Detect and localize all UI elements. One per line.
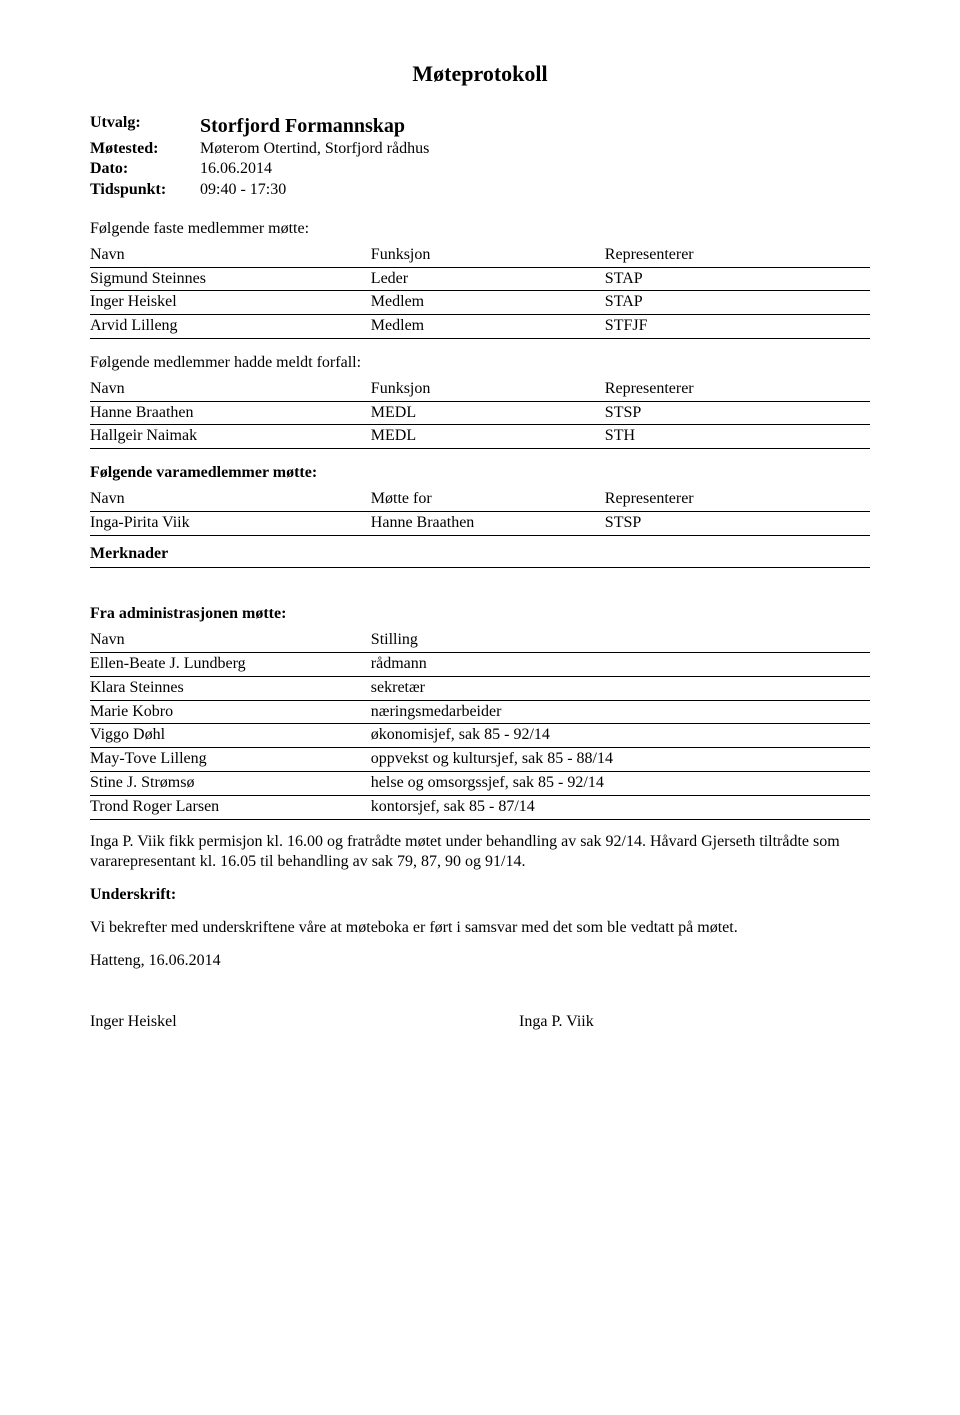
utvalg-value: Storfjord Formannskap (200, 113, 870, 139)
cell: rådmann (371, 652, 870, 676)
cell: STAP (605, 267, 870, 291)
cell: Klara Steinnes (90, 676, 371, 700)
table-row: Marie Kobronæringsmedarbeider (90, 700, 870, 724)
tidspunkt-label: Tidspunkt: (90, 180, 200, 201)
table-row: Arvid Lilleng Medlem STFJF (90, 315, 870, 339)
signature-right: Inga P. Viik (519, 1012, 870, 1033)
section4-col2: Stilling (371, 629, 870, 652)
cell: Trond Roger Larsen (90, 795, 371, 819)
cell: kontorsjef, sak 85 - 87/14 (371, 795, 870, 819)
cell: oppvekst og kultursjef, sak 85 - 88/14 (371, 748, 870, 772)
cell: næringsmedarbeider (371, 700, 870, 724)
table-row: Trond Roger Larsenkontorsjef, sak 85 - 8… (90, 795, 870, 819)
section1-table: Navn Funksjon Representerer Sigmund Stei… (90, 244, 870, 339)
cell: STSP (605, 401, 870, 425)
section1-col2: Funksjon (371, 244, 605, 267)
motested-label: Møtested: (90, 139, 200, 160)
tidspunkt-value: 09:40 - 17:30 (200, 180, 870, 201)
section2-col1: Navn (90, 378, 371, 401)
cell: Ellen-Beate J. Lundberg (90, 652, 371, 676)
cell: helse og omsorgssjef, sak 85 - 92/14 (371, 771, 870, 795)
dato-value: 16.06.2014 (200, 159, 870, 180)
section2-table: Navn Funksjon Representerer Hanne Braath… (90, 378, 870, 449)
table-row: Sigmund Steinnes Leder STAP (90, 267, 870, 291)
cell: Stine J. Strømsø (90, 771, 371, 795)
section3-col2: Møtte for (371, 488, 605, 511)
section4-col1: Navn (90, 629, 371, 652)
signature-row: Inger Heiskel Inga P. Viik (90, 1012, 870, 1033)
cell: Marie Kobro (90, 700, 371, 724)
section4-heading: Fra administrasjonen møtte: (90, 604, 870, 625)
table-row: Viggo Døhløkonomisjef, sak 85 - 92/14 (90, 724, 870, 748)
table-row: Hallgeir Naimak MEDL STH (90, 425, 870, 449)
cell: sekretær (371, 676, 870, 700)
section3-table: Navn Møtte for Representerer Inga-Pirita… (90, 488, 870, 536)
cell: økonomisjef, sak 85 - 92/14 (371, 724, 870, 748)
cell: STSP (605, 511, 870, 535)
signature-left: Inger Heiskel (90, 1012, 441, 1033)
section4-table: Navn Stilling Ellen-Beate J. Lundbergråd… (90, 629, 870, 819)
cell: Medlem (371, 315, 605, 339)
cell: STAP (605, 291, 870, 315)
cell: Leder (371, 267, 605, 291)
confirmation-paragraph: Vi bekrefter med underskriftene våre at … (90, 918, 870, 939)
section2-col2: Funksjon (371, 378, 605, 401)
cell: Viggo Døhl (90, 724, 371, 748)
underskrift-label: Underskrift: (90, 885, 870, 906)
cell: Arvid Lilleng (90, 315, 371, 339)
motested-value: Møterom Otertind, Storfjord rådhus (200, 139, 870, 160)
cell: STFJF (605, 315, 870, 339)
section1-col3: Representerer (605, 244, 870, 267)
section2-heading: Følgende medlemmer hadde meldt forfall: (90, 353, 870, 374)
cell: May-Tove Lilleng (90, 748, 371, 772)
dato-label: Dato: (90, 159, 200, 180)
doc-title: Møteprotokoll (90, 60, 870, 89)
cell: Medlem (371, 291, 605, 315)
table-row: Inger Heiskel Medlem STAP (90, 291, 870, 315)
section1-col1: Navn (90, 244, 371, 267)
section1-heading: Følgende faste medlemmer møtte: (90, 219, 870, 240)
table-row: Inga-Pirita Viik Hanne Braathen STSP (90, 511, 870, 535)
section2-col3: Representerer (605, 378, 870, 401)
merknader-label: Merknader (90, 544, 870, 565)
section3-col1: Navn (90, 488, 371, 511)
cell: Hallgeir Naimak (90, 425, 371, 449)
section3-heading: Følgende varamedlemmer møtte: (90, 463, 870, 484)
cell: Sigmund Steinnes (90, 267, 371, 291)
table-row: May-Tove Lillengoppvekst og kultursjef, … (90, 748, 870, 772)
cell: STH (605, 425, 870, 449)
table-row: Hanne Braathen MEDL STSP (90, 401, 870, 425)
utvalg-label: Utvalg: (90, 113, 200, 139)
cell: Hanne Braathen (371, 511, 605, 535)
permission-paragraph: Inga P. Viik fikk permisjon kl. 16.00 og… (90, 832, 870, 874)
meta-block: Utvalg: Storfjord Formannskap Møtested: … (90, 113, 870, 201)
cell: Inga-Pirita Viik (90, 511, 371, 535)
cell: Inger Heiskel (90, 291, 371, 315)
cell: MEDL (371, 401, 605, 425)
cell: MEDL (371, 425, 605, 449)
table-row: Ellen-Beate J. Lundbergrådmann (90, 652, 870, 676)
cell: Hanne Braathen (90, 401, 371, 425)
place-date: Hatteng, 16.06.2014 (90, 951, 870, 972)
section3-col3: Representerer (605, 488, 870, 511)
table-row: Klara Steinnessekretær (90, 676, 870, 700)
table-row: Stine J. Strømsøhelse og omsorgssjef, sa… (90, 771, 870, 795)
